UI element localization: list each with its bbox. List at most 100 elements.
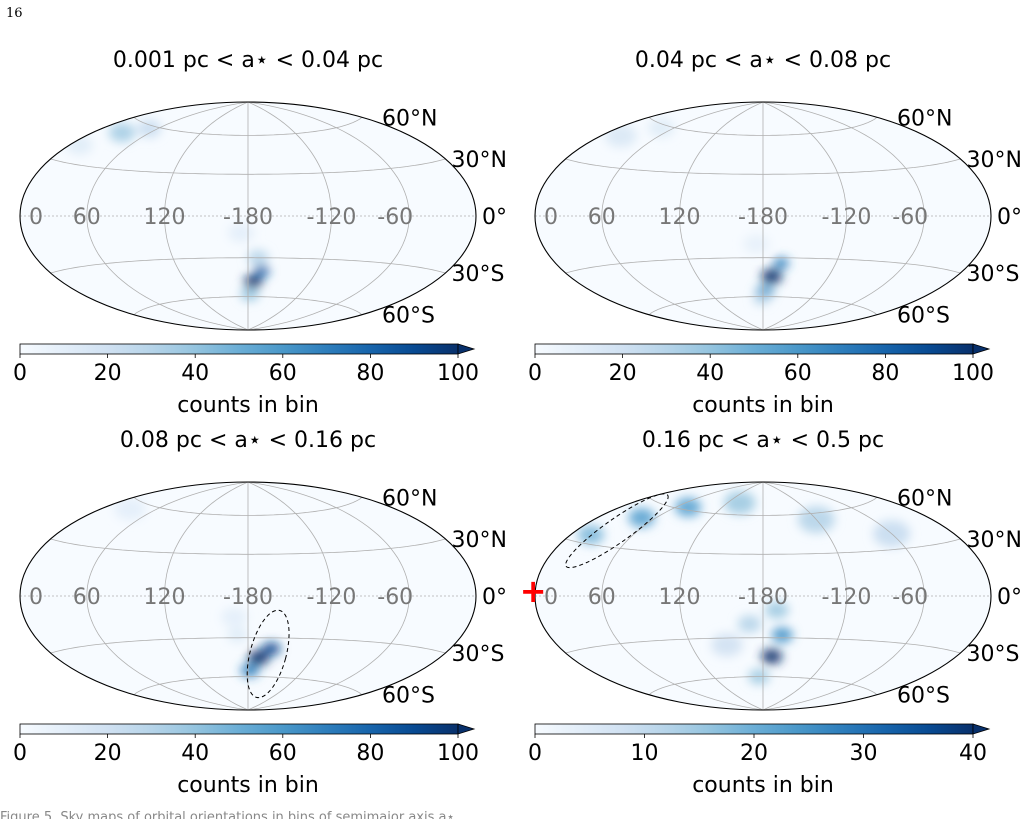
meridian-line [762,102,847,330]
colorbar [19,343,459,355]
source-marker: + [520,572,547,610]
colorbar-tick-label: 80 [356,741,384,766]
graticule [20,102,476,330]
sky-map: +0 60 120 -180 -120 -60 60°N 30°N 0° 30°S 60°S 0 10 2… [520,481,1022,766]
colorbar-tick-label: 60 [784,361,812,386]
colorbar-tick-label: 0 [13,361,27,386]
density-blob [221,607,248,627]
density-blob [114,497,146,521]
longitude-label: 120 [144,585,186,610]
density-blob [723,491,756,515]
density-blob [753,293,770,305]
colorbar-tick-label: 80 [871,361,899,386]
colorbar-tick-label: 20 [94,741,122,766]
longitude-label: 0 [544,585,558,610]
meridian-line [679,482,764,710]
sky-map: 0 60 120 -180 -120 -60 60°N 30°N 0° 30°S 60°S 0 20 40… [13,481,507,766]
colorbar-extend-arrow [972,343,991,355]
latitude-label: 30°N [451,528,506,553]
latitude-label: 0° [997,205,1022,230]
density-blob [773,257,790,269]
colorbar-tick-label: 60 [269,361,297,386]
graticule [20,482,476,710]
chart-panel: 0.04 pc < a⋆ < 0.08 pc 0 60 120 -180 -120 -60… [523,38,1023,448]
map-border [534,101,992,331]
longitude-label: -180 [223,205,273,230]
figure-caption: Figure 5. Sky maps of orbital orientatio… [0,810,459,819]
longitude-label: -120 [821,585,871,610]
latitude-label: 30°N [451,148,506,173]
colorbar [534,723,974,735]
sky-map: 0 60 120 -180 -120 -60 60°N 30°N 0° 30°S 60°S 0 20 40… [528,101,1022,386]
latitude-label: 60°S [897,684,950,709]
density-layer [114,497,281,678]
latitude-label: 60°S [382,304,435,329]
meridian-line [762,482,847,710]
density-blob [262,641,281,656]
meridian-line [86,482,249,710]
colorbar-tick-label: 30 [850,741,878,766]
latitude-label: 60°N [382,486,437,511]
latitude-label: 60°S [382,684,435,709]
longitude-label: 0 [544,205,558,230]
colorbar-tick-label: 20 [740,741,768,766]
density-blob [761,268,783,285]
chart-title: 0.04 pc < a⋆ < 0.08 pc [634,48,892,73]
longitude-label: -60 [377,205,413,230]
annotation-ellipse [246,609,290,699]
density-blob [137,119,161,138]
density-blob [604,124,637,148]
density-blob [248,650,270,666]
colorbar-tick-label: 80 [356,361,384,386]
density-blob [771,627,793,643]
density-blob [243,274,263,289]
chart-title: 0.001 pc < a⋆ < 0.04 pc [112,48,384,73]
density-blob [628,508,655,528]
density-layer [66,119,270,301]
longitude-label: -120 [306,585,356,610]
colorbar-tick-label: 100 [952,361,994,386]
longitude-label: -120 [821,205,871,230]
latitude-label: 0° [482,585,507,610]
meridian-line [164,482,249,710]
chart-panel: 0.16 pc < a⋆ < 0.5 pc +0 60 120 -180 -120 -60… [520,418,1023,828]
colorbar-tick-label: 100 [437,741,479,766]
longitude-label: 60 [588,585,616,610]
chart-panel: 0.001 pc < a⋆ < 0.04 pc 0 60 120 -180 -120 -6… [8,38,508,448]
colorbar-label: counts in bin [692,773,834,798]
meridian-line [164,102,249,330]
density-blob [253,265,270,277]
colorbar-label: counts in bin [692,393,834,418]
colorbar-tick-label: 20 [609,361,637,386]
longitude-label: 60 [73,585,101,610]
longitude-label: 60 [73,205,101,230]
longitude-label: -180 [738,205,788,230]
graticule [535,482,991,710]
colorbar-tick-label: 20 [94,361,122,386]
map-border [534,481,992,711]
meridian-line [679,102,764,330]
colorbar-tick-label: 40 [959,741,987,766]
colorbar-tick-label: 0 [528,361,542,386]
meridian-line [86,102,249,330]
meridian-line [601,102,764,330]
density-blob [711,633,743,657]
longitude-label: 0 [29,205,43,230]
chart-title: 0.08 pc < a⋆ < 0.16 pc [119,428,377,453]
sky-map: 0 60 120 -180 -120 -60 60°N 30°N 0° 30°S 60°S 0 20 40… [13,101,507,386]
density-blob [240,287,259,301]
latitude-label: 30°N [966,148,1021,173]
density-blob [737,615,762,633]
latitude-label: 30°S [451,642,504,667]
longitude-label: -60 [892,585,928,610]
chart-title: 0.16 pc < a⋆ < 0.5 pc [641,428,885,453]
longitude-label: -60 [892,205,928,230]
latitude-label: 0° [482,205,507,230]
latitude-label: 30°S [966,642,1019,667]
longitude-label: -180 [223,585,273,610]
colorbar-extend-arrow [972,723,991,735]
chart-panel: 0.08 pc < a⋆ < 0.16 pc 0 60 120 -180 -120 -60… [8,418,508,828]
meridian-line [601,482,764,710]
meridian-line [247,102,332,330]
density-blob [240,663,260,678]
